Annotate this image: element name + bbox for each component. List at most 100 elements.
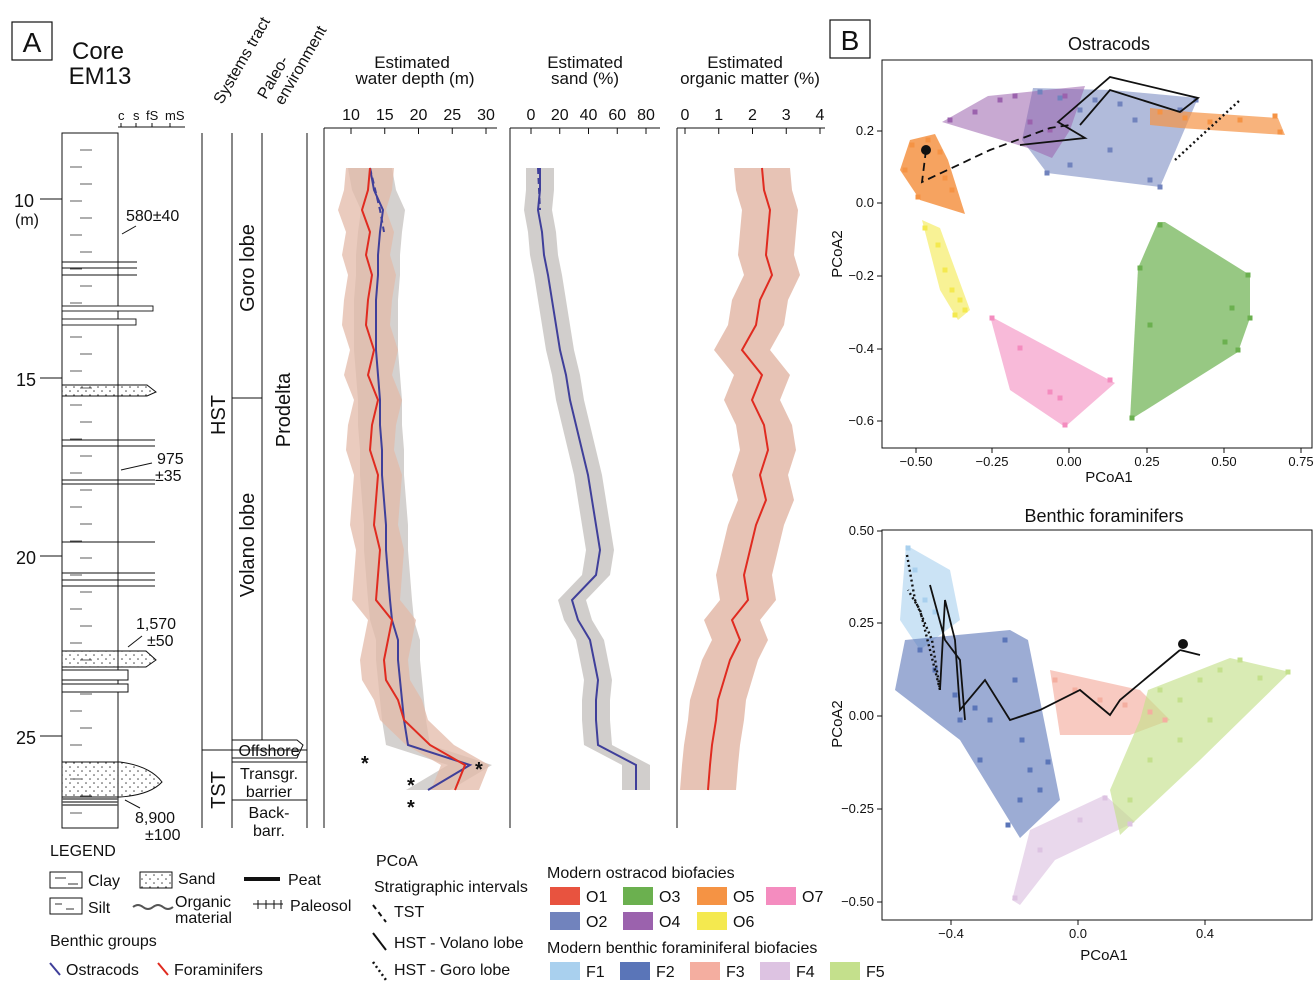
y-tick-label: −0.25 [841, 801, 874, 816]
tick-label: 30 [477, 107, 495, 124]
sample-point [1157, 109, 1163, 115]
sample-point [1097, 697, 1103, 703]
biofacies-hull [942, 86, 1085, 158]
stratigraphic-trajectory [929, 584, 966, 721]
legend-ostracod-title: Modern ostracod biofacies [547, 865, 735, 882]
core-column [61, 132, 163, 829]
y-tick-label: 0.0 [856, 195, 874, 210]
tick-label: 60 [608, 107, 626, 124]
biofacies-hull [900, 134, 965, 214]
sample-point [912, 567, 918, 573]
sample-point [949, 287, 955, 293]
sand-uncertainty-band [524, 168, 650, 790]
sample-point [952, 692, 958, 698]
legend-swatch-O7 [766, 887, 796, 905]
date-1570-err: ±50 [147, 633, 174, 650]
tick-label: 25 [443, 107, 461, 124]
sample-point [1044, 170, 1050, 176]
biofacies-hull [990, 316, 1115, 427]
tick-label: 40 [580, 107, 598, 124]
legend-swatch-O4 [623, 912, 653, 930]
sample-point [977, 757, 983, 763]
sample-point [1037, 89, 1043, 95]
sample-point [989, 315, 995, 321]
sample-point [957, 297, 963, 303]
tick-label: 20 [551, 107, 569, 124]
legend-label-F1: F1 [586, 964, 605, 981]
sample-point [1117, 101, 1123, 107]
depth-unit: (m) [15, 212, 39, 229]
legend-lithology: LEGEND Clay Sand Peat Silt Organic mater… [49, 843, 351, 979]
sample-point [1047, 127, 1053, 133]
sample-point [1129, 415, 1135, 421]
plot2-xlabel: PCoA1 [1080, 947, 1128, 964]
lobe-volano: Volano lobe [237, 493, 259, 598]
x-tick-label: 0.0 [1069, 926, 1087, 941]
legend-silt: Silt [88, 900, 111, 917]
sample-point [1047, 389, 1053, 395]
sample-point [987, 717, 993, 723]
sample-point [1057, 95, 1063, 101]
plot1-xlabel: PCoA1 [1085, 469, 1133, 486]
tick-label: 20 [410, 107, 428, 124]
plot1-frame [881, 59, 1313, 449]
sample-point [1177, 737, 1183, 743]
plot1-ylabel: PCoA2 [829, 230, 846, 278]
sample-point [1245, 272, 1251, 278]
sample-point [1077, 107, 1083, 113]
legend-pcoa: PCoA Stratigraphic intervals TST HST - V… [371, 853, 885, 981]
legend-label-O5: O5 [733, 889, 754, 906]
legend-organic: Organic [175, 894, 231, 911]
legend-tst: TST [394, 904, 424, 921]
x-tick-label: −0.50 [900, 454, 933, 469]
sample-point [1052, 677, 1058, 683]
tick-label: 80 [637, 107, 655, 124]
sample-point [957, 717, 963, 723]
legend-swatch-F1 [550, 962, 580, 980]
sample-point [1147, 322, 1153, 328]
legend-label-F5: F5 [866, 964, 885, 981]
asterisk-4: * [475, 759, 483, 781]
tract-tst: TST [208, 771, 230, 809]
organic-title-2: organic matter (%) [680, 69, 820, 88]
sample-point [949, 187, 955, 193]
env-offshore: Offshore [238, 743, 299, 760]
sample-point [1162, 717, 1168, 723]
grain-ticks [120, 123, 171, 127]
legend-sand-swatch [139, 871, 173, 889]
sample-point [1147, 177, 1153, 183]
sample-point [1229, 305, 1235, 311]
sample-point [935, 242, 941, 248]
panel-b-label: B [841, 25, 860, 56]
sample-point [1107, 377, 1113, 383]
x-tick-label: 0.50 [1211, 454, 1236, 469]
legend-label-O7: O7 [802, 889, 823, 906]
sample-point [1005, 822, 1011, 828]
grain-label-ms: mS [165, 108, 185, 123]
sample-point [1277, 129, 1283, 135]
sand-line-dashed [537, 167, 541, 211]
sample-point [1217, 667, 1223, 673]
sample-point [1012, 93, 1018, 99]
x-tick-label: −0.25 [976, 454, 1009, 469]
sample-point [1157, 687, 1163, 693]
tick-label: 4 [816, 107, 825, 124]
strat-columns [201, 133, 308, 828]
sample-point [1207, 119, 1213, 125]
sample-point [997, 97, 1003, 103]
plot2-ylabel: PCoA2 [829, 700, 846, 748]
tick-label: 1 [714, 107, 723, 124]
env-barrier: barrier [246, 784, 293, 801]
biofacies-hull [1050, 670, 1170, 735]
y-tick-label: 0.2 [856, 123, 874, 138]
sand-line [536, 168, 637, 790]
sample-point [1257, 675, 1263, 681]
tract-hst: HST [208, 395, 230, 435]
date-8900-err: ±100 [145, 827, 181, 844]
legend-volano: HST - Volano lobe [394, 935, 524, 952]
legend-foram-title: Modern benthic foraminiferal biofacies [547, 940, 817, 957]
sample-point [942, 175, 948, 181]
x-tick-label: −0.4 [938, 926, 964, 941]
legend-clay-swatch [49, 871, 83, 889]
env-barr: barr. [253, 823, 285, 840]
